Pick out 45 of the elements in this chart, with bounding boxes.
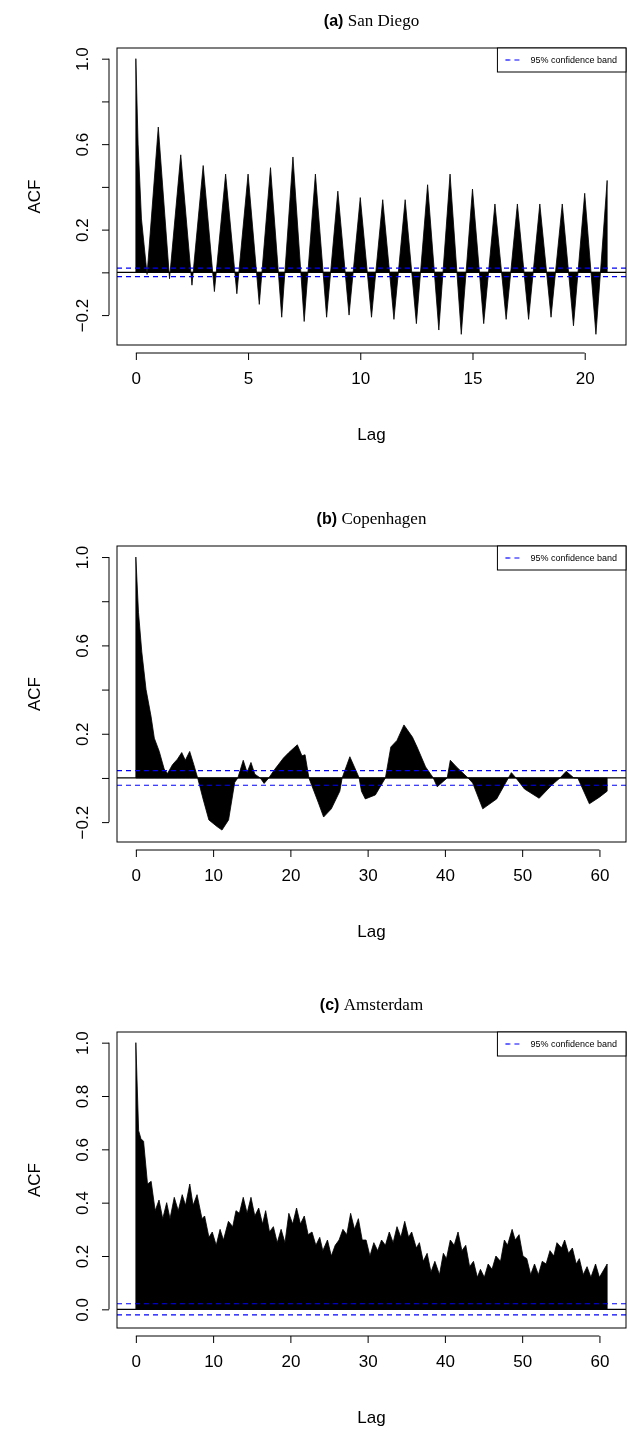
x-axis-title: Lag bbox=[357, 1408, 386, 1427]
x-tick-label: 30 bbox=[358, 1352, 378, 1372]
y-tick-label: 0.6 bbox=[72, 132, 92, 157]
x-tick-label: 20 bbox=[575, 369, 595, 389]
y-tick-label: 0.8 bbox=[72, 1084, 92, 1109]
x-axis-title: Lag bbox=[357, 922, 386, 941]
x-tick-label: 60 bbox=[590, 866, 610, 886]
x-tick-label: 15 bbox=[463, 369, 483, 389]
x-tick-label: 60 bbox=[590, 1352, 610, 1372]
x-axis-title: Lag bbox=[357, 425, 386, 444]
y-tick-label: 1.0 bbox=[72, 1031, 92, 1055]
y-tick-label: −0.2 bbox=[72, 805, 92, 840]
y-tick-label: 0.2 bbox=[72, 218, 92, 242]
x-tick-label: 30 bbox=[358, 866, 378, 886]
y-tick-label: 0.2 bbox=[72, 1244, 92, 1269]
x-tick-label: 10 bbox=[204, 1352, 224, 1372]
x-tick-label: 0 bbox=[131, 1352, 142, 1372]
y-tick-label: 0.6 bbox=[72, 1138, 92, 1162]
y-tick-label: 0.4 bbox=[72, 1191, 92, 1215]
x-tick-label: 10 bbox=[351, 369, 371, 389]
legend-label: 95% confidence band bbox=[530, 55, 617, 66]
x-tick-label: 0 bbox=[131, 369, 142, 389]
y-axis-title: ACF bbox=[25, 677, 44, 711]
x-tick-label: 40 bbox=[435, 866, 455, 886]
x-tick-label: 40 bbox=[435, 1352, 455, 1372]
chart-title: (c) Amsterdam bbox=[319, 995, 424, 1014]
y-tick-label: 0.6 bbox=[72, 634, 92, 658]
y-axis-title: ACF bbox=[25, 179, 44, 214]
y-tick-label: 0.0 bbox=[72, 1298, 92, 1322]
x-tick-label: 50 bbox=[513, 866, 533, 886]
y-tick-label: 1.0 bbox=[72, 545, 92, 570]
chart-title: (b) Copenhagen bbox=[316, 509, 427, 528]
x-tick-label: 0 bbox=[131, 866, 142, 886]
x-tick-label: 20 bbox=[281, 866, 301, 886]
y-tick-label: 0.2 bbox=[72, 722, 92, 747]
x-tick-label: 10 bbox=[204, 866, 224, 886]
legend-label: 95% confidence band bbox=[530, 553, 617, 564]
y-tick-label: −0.2 bbox=[72, 298, 92, 333]
legend-label: 95% confidence band bbox=[530, 1039, 617, 1050]
x-tick-label: 20 bbox=[281, 1352, 301, 1372]
chart-title: (a) San Diego bbox=[323, 11, 420, 30]
x-tick-label: 50 bbox=[513, 1352, 533, 1372]
x-tick-label: 5 bbox=[243, 369, 254, 389]
y-axis-title: ACF bbox=[25, 1163, 44, 1197]
y-tick-label: 1.0 bbox=[72, 47, 92, 71]
